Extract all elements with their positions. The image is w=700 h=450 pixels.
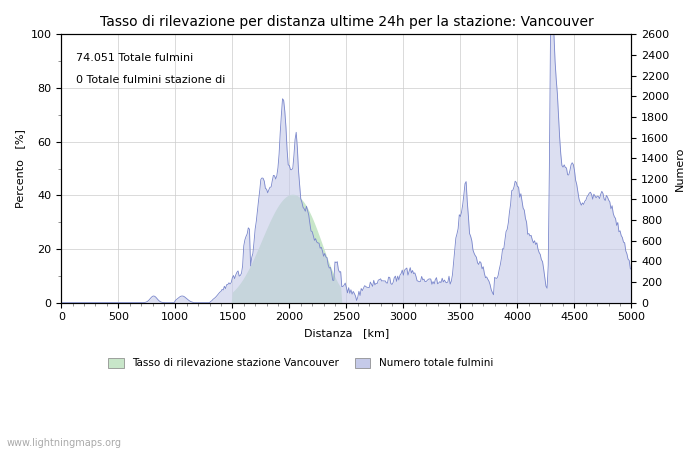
Title: Tasso di rilevazione per distanza ultime 24h per la stazione: Vancouver: Tasso di rilevazione per distanza ultime… (99, 15, 594, 29)
Text: 0 Totale fulmini stazione di: 0 Totale fulmini stazione di (76, 75, 225, 85)
Text: 74.051 Totale fulmini: 74.051 Totale fulmini (76, 53, 192, 63)
Y-axis label: Percento   [%]: Percento [%] (15, 129, 25, 208)
Legend: Tasso di rilevazione stazione Vancouver, Numero totale fulmini: Tasso di rilevazione stazione Vancouver,… (104, 354, 497, 373)
X-axis label: Distanza   [km]: Distanza [km] (304, 328, 389, 338)
Text: www.lightningmaps.org: www.lightningmaps.org (7, 438, 122, 448)
Y-axis label: Numero: Numero (675, 146, 685, 191)
